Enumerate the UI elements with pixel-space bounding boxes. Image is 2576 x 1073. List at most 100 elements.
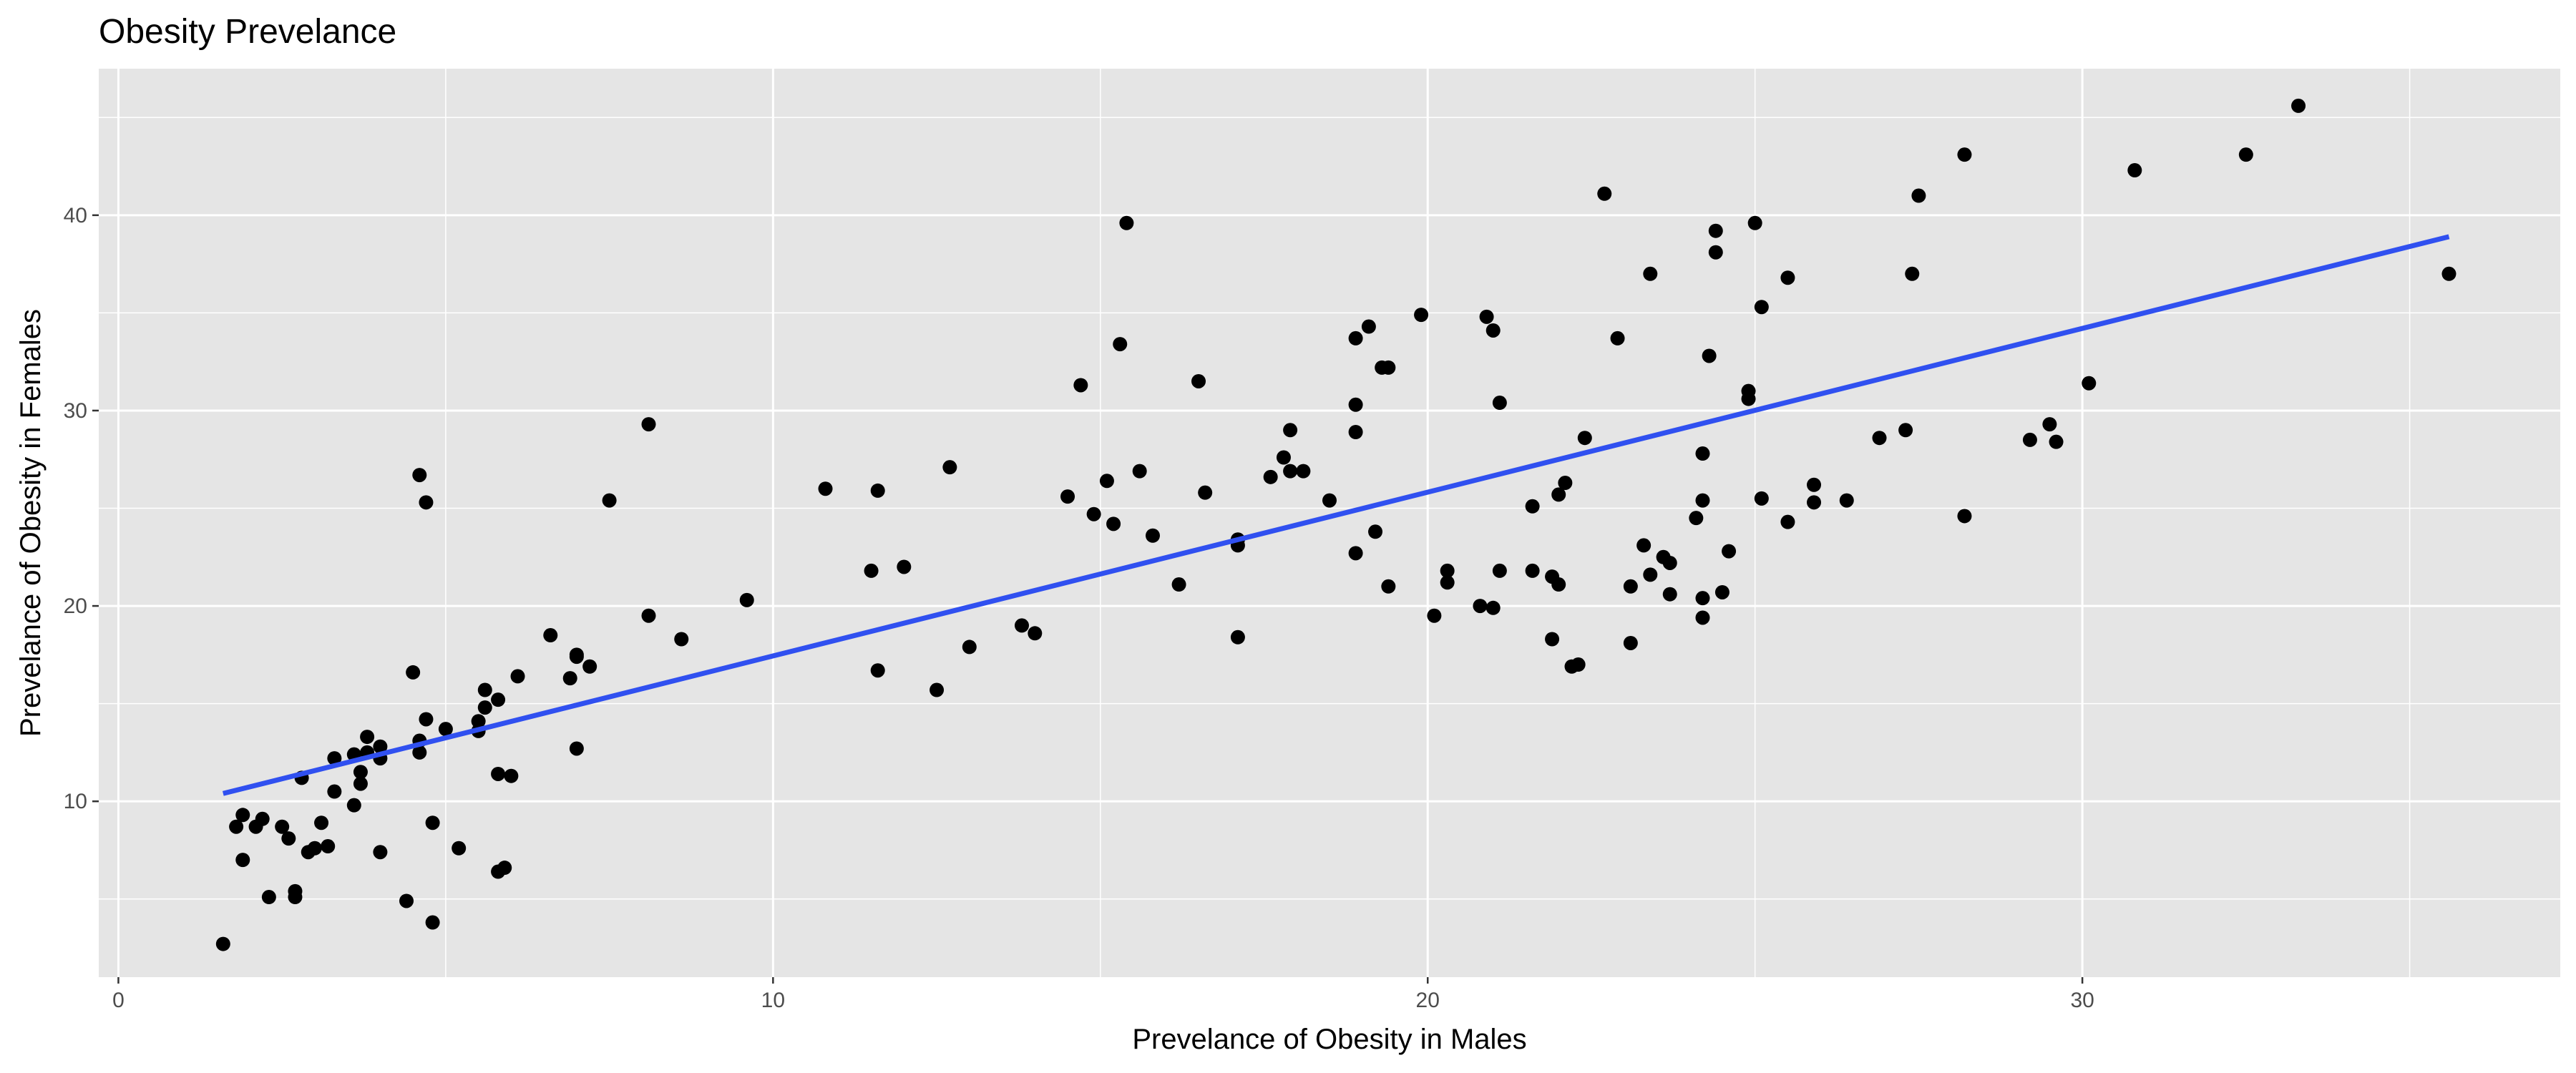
- data-point: [477, 682, 492, 697]
- data-point: [1610, 330, 1625, 346]
- chart-title: Obesity Prevelance: [99, 13, 396, 51]
- data-point: [353, 776, 368, 791]
- data-point: [1695, 610, 1710, 625]
- data-point: [419, 495, 434, 510]
- data-point: [1028, 626, 1043, 641]
- data-point: [412, 745, 427, 760]
- data-point: [1414, 308, 1429, 323]
- data-point: [870, 663, 885, 678]
- data-point: [1191, 373, 1206, 388]
- data-point: [1171, 577, 1186, 592]
- data-point: [510, 669, 525, 684]
- x-axis-title: Prevelance of Obesity in Males: [1132, 1024, 1526, 1055]
- data-point: [942, 460, 957, 475]
- data-point: [1807, 495, 1822, 510]
- data-point: [1427, 608, 1442, 623]
- data-point: [1714, 584, 1729, 599]
- data-point: [1597, 186, 1612, 201]
- data-point: [497, 861, 512, 876]
- data-point: [1368, 524, 1383, 539]
- data-point: [452, 841, 467, 856]
- data-point: [412, 468, 427, 483]
- data-point: [1525, 563, 1540, 578]
- data-point: [438, 722, 453, 737]
- data-point: [1348, 397, 1363, 412]
- data-point: [471, 714, 486, 729]
- data-point: [2022, 432, 2037, 447]
- data-point: [255, 811, 270, 826]
- data-point: [1911, 188, 1926, 203]
- trend-line-group: [222, 234, 2450, 796]
- data-point: [1662, 555, 1677, 570]
- y-axis-title: Prevelance of Obesity in Females: [15, 309, 47, 737]
- data-point: [569, 647, 584, 662]
- data-point: [1695, 446, 1710, 461]
- data-point: [962, 640, 977, 655]
- data-point: [1086, 506, 1101, 521]
- data-point: [1577, 431, 1592, 446]
- y-tick-labels: 10 20 30 40: [64, 204, 87, 813]
- data-point: [235, 853, 250, 868]
- data-point: [1708, 245, 1723, 260]
- data-point: [327, 784, 342, 799]
- data-point: [1754, 491, 1769, 506]
- data-point: [1348, 546, 1363, 561]
- data-point: [1643, 567, 1658, 582]
- data-point: [307, 841, 322, 856]
- data-point: [2082, 376, 2097, 391]
- data-point: [1263, 469, 1278, 484]
- data-point: [1623, 579, 1638, 594]
- data-point: [1722, 544, 1737, 559]
- data-point: [870, 483, 885, 498]
- data-point: [1807, 477, 1822, 492]
- data-point: [373, 739, 388, 754]
- data-point: [1492, 563, 1507, 578]
- data-point: [406, 665, 421, 680]
- data-point: [1073, 378, 1088, 393]
- data-point: [818, 481, 833, 496]
- data-point: [229, 819, 244, 834]
- data-point: [1381, 579, 1396, 594]
- data-point: [1473, 599, 1488, 614]
- data-point: [235, 808, 250, 823]
- y-tick-label: 40: [64, 204, 87, 227]
- data-point: [327, 751, 342, 766]
- data-point: [897, 559, 912, 574]
- data-point: [1571, 657, 1586, 672]
- data-point: [425, 815, 440, 831]
- data-point: [1361, 319, 1376, 334]
- data-point: [1708, 223, 1723, 238]
- data-point: [1558, 476, 1573, 491]
- data-point: [425, 915, 440, 930]
- plot-panel: [99, 69, 2560, 977]
- data-point: [1662, 587, 1677, 602]
- data-point: [353, 765, 368, 780]
- data-point: [373, 845, 388, 860]
- data-point: [1872, 431, 1887, 446]
- data-point: [1015, 618, 1029, 633]
- data-point: [1689, 511, 1704, 526]
- major-grid: [99, 69, 2560, 977]
- data-point: [1702, 348, 1717, 363]
- data-points: [215, 98, 2457, 951]
- data-point: [1485, 323, 1501, 338]
- data-point: [1643, 266, 1658, 281]
- data-point: [261, 890, 276, 905]
- x-tick-label: 20: [1416, 989, 1440, 1012]
- y-tick-label: 30: [64, 399, 87, 423]
- data-point: [1440, 563, 1455, 578]
- data-point: [641, 608, 656, 623]
- data-point: [1545, 632, 1560, 647]
- data-point: [930, 682, 945, 697]
- data-point: [321, 839, 336, 854]
- data-point: [2238, 147, 2253, 162]
- data-point: [641, 417, 656, 432]
- data-point: [1381, 360, 1396, 375]
- data-point: [1741, 391, 1756, 406]
- data-point: [1957, 147, 1972, 162]
- data-point: [1905, 266, 1920, 281]
- data-point: [1623, 635, 1638, 650]
- x-tick-label: 30: [2070, 989, 2094, 1012]
- data-point: [1119, 215, 1134, 230]
